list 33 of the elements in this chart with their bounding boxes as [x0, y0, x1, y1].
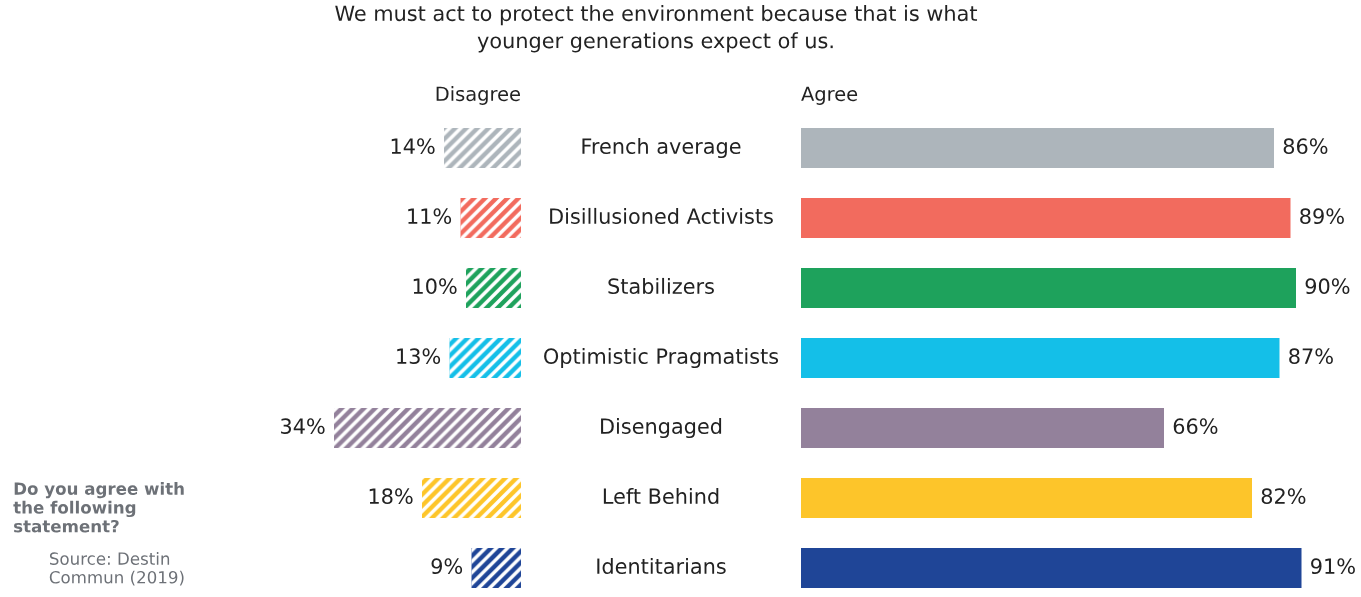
text: Do you agree with the following statement? — [13, 482, 184, 533]
data-label: 34% — [281, 418, 325, 435]
series-label: Agree — [801, 86, 858, 105]
y-tick-label: Disengaged — [601, 417, 722, 439]
data-label: 66% — [1173, 418, 1218, 435]
text: We must act to protect the environment because that is what younger generations expect of us. — [335, 5, 978, 53]
data-label: 13% — [397, 348, 441, 365]
series-label: Disagree — [436, 86, 520, 105]
y-tick-label: French average — [582, 137, 741, 159]
y-tick-label: Left Behind — [603, 487, 719, 505]
data-label: 9% — [431, 558, 463, 575]
bar — [801, 128, 1274, 168]
bar — [801, 198, 1291, 238]
y-tick-label: Identitarians — [597, 557, 726, 575]
data-label: 86% — [1283, 138, 1328, 155]
data-label: 82% — [1261, 488, 1306, 505]
data-label: 87% — [1289, 348, 1333, 365]
data-label: 90% — [1305, 278, 1350, 295]
bar — [801, 478, 1252, 518]
bar — [801, 338, 1280, 378]
data-label: 89% — [1300, 208, 1344, 225]
bar — [801, 268, 1296, 308]
data-label: 18% — [369, 488, 413, 505]
data-label: 91% — [1311, 558, 1355, 575]
data-label: 14% — [391, 138, 435, 155]
y-tick-label: Stabilizers — [608, 277, 714, 295]
data-label: 11% — [408, 208, 452, 225]
bar — [801, 548, 1302, 588]
bar — [801, 408, 1164, 448]
data-label: 10% — [413, 278, 457, 295]
y-tick-label: Optimistic Pragmatists — [544, 347, 779, 369]
source-note: Source: Destin Commun (2019) — [49, 552, 184, 586]
y-tick-label: Disillusioned Activists — [550, 207, 773, 225]
